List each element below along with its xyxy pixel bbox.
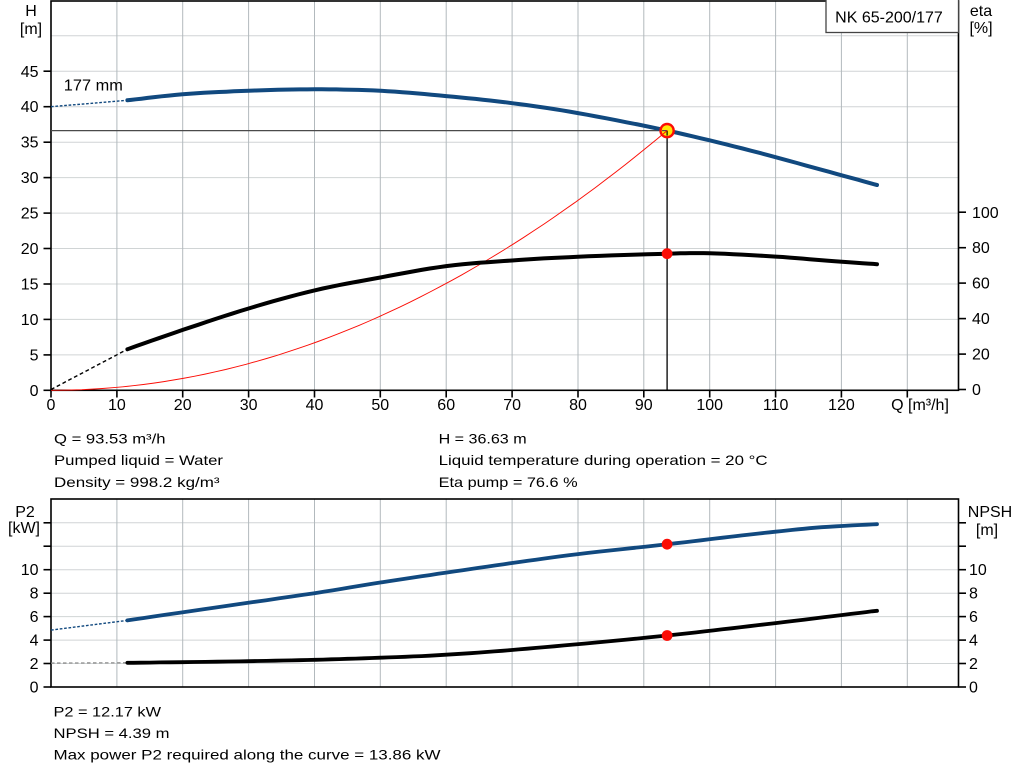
svg-text:100: 100 [696, 397, 723, 414]
svg-text:0: 0 [30, 383, 39, 400]
svg-text:80: 80 [569, 397, 587, 414]
svg-text:30: 30 [240, 397, 258, 414]
svg-text:P2: P2 [15, 504, 35, 521]
svg-text:10: 10 [108, 397, 126, 414]
svg-text:NPSH = 4.39 m: NPSH = 4.39 m [54, 725, 170, 741]
svg-text:Q [m³/h]: Q [m³/h] [891, 397, 949, 414]
svg-text:NK 65-200/177: NK 65-200/177 [835, 10, 943, 27]
svg-text:0: 0 [969, 680, 978, 697]
svg-text:[kW]: [kW] [8, 520, 40, 537]
svg-text:NPSH: NPSH [968, 504, 1012, 521]
svg-text:60: 60 [972, 276, 990, 293]
svg-text:[m]: [m] [20, 21, 42, 38]
svg-text:70: 70 [503, 397, 521, 414]
svg-text:50: 50 [371, 397, 389, 414]
svg-text:40: 40 [306, 397, 324, 414]
svg-text:H = 36.63 m: H = 36.63 m [439, 431, 527, 447]
svg-text:40: 40 [972, 311, 990, 328]
svg-text:40: 40 [21, 99, 39, 116]
svg-text:25: 25 [21, 206, 39, 223]
svg-text:110: 110 [763, 397, 789, 414]
svg-text:6: 6 [969, 609, 978, 626]
svg-text:60: 60 [437, 397, 455, 414]
svg-text:[%]: [%] [969, 20, 992, 37]
svg-text:20: 20 [972, 347, 990, 364]
svg-text:10: 10 [21, 312, 39, 329]
svg-text:Eta pump = 76.6 %: Eta pump = 76.6 % [439, 474, 578, 490]
svg-text:Max power P2 required along th: Max power P2 required along the curve = … [54, 746, 442, 762]
svg-text:6: 6 [30, 609, 39, 626]
svg-text:[m]: [m] [976, 522, 998, 539]
svg-text:8: 8 [969, 586, 978, 603]
svg-text:45: 45 [21, 64, 39, 81]
svg-text:0: 0 [972, 382, 981, 399]
svg-text:8: 8 [30, 586, 39, 603]
svg-text:120: 120 [828, 397, 855, 414]
svg-text:0: 0 [30, 680, 39, 697]
svg-text:H: H [25, 3, 37, 20]
svg-text:15: 15 [21, 277, 39, 294]
svg-text:10: 10 [21, 562, 39, 579]
svg-text:20: 20 [174, 397, 192, 414]
svg-text:20: 20 [21, 241, 39, 258]
svg-text:4: 4 [30, 633, 39, 650]
svg-text:177 mm: 177 mm [64, 77, 123, 94]
svg-text:0: 0 [47, 397, 56, 414]
svg-text:Density = 998.2 kg/m³: Density = 998.2 kg/m³ [54, 474, 220, 490]
svg-text:10: 10 [969, 562, 987, 579]
svg-text:35: 35 [21, 135, 39, 152]
svg-text:P2 = 12.17 kW: P2 = 12.17 kW [54, 703, 162, 719]
svg-text:eta: eta [970, 3, 992, 20]
svg-text:90: 90 [635, 397, 653, 414]
svg-text:5: 5 [30, 347, 39, 364]
svg-text:2: 2 [30, 656, 39, 673]
svg-text:30: 30 [21, 170, 39, 187]
svg-text:Liquid temperature during oper: Liquid temperature during operation = 20… [439, 452, 768, 468]
svg-text:4: 4 [969, 633, 978, 650]
svg-text:80: 80 [972, 240, 990, 257]
svg-text:Pumped liquid = Water: Pumped liquid = Water [54, 452, 223, 468]
svg-text:100: 100 [972, 205, 999, 222]
svg-text:2: 2 [969, 656, 978, 673]
svg-text:Q = 93.53 m³/h: Q = 93.53 m³/h [54, 431, 166, 447]
